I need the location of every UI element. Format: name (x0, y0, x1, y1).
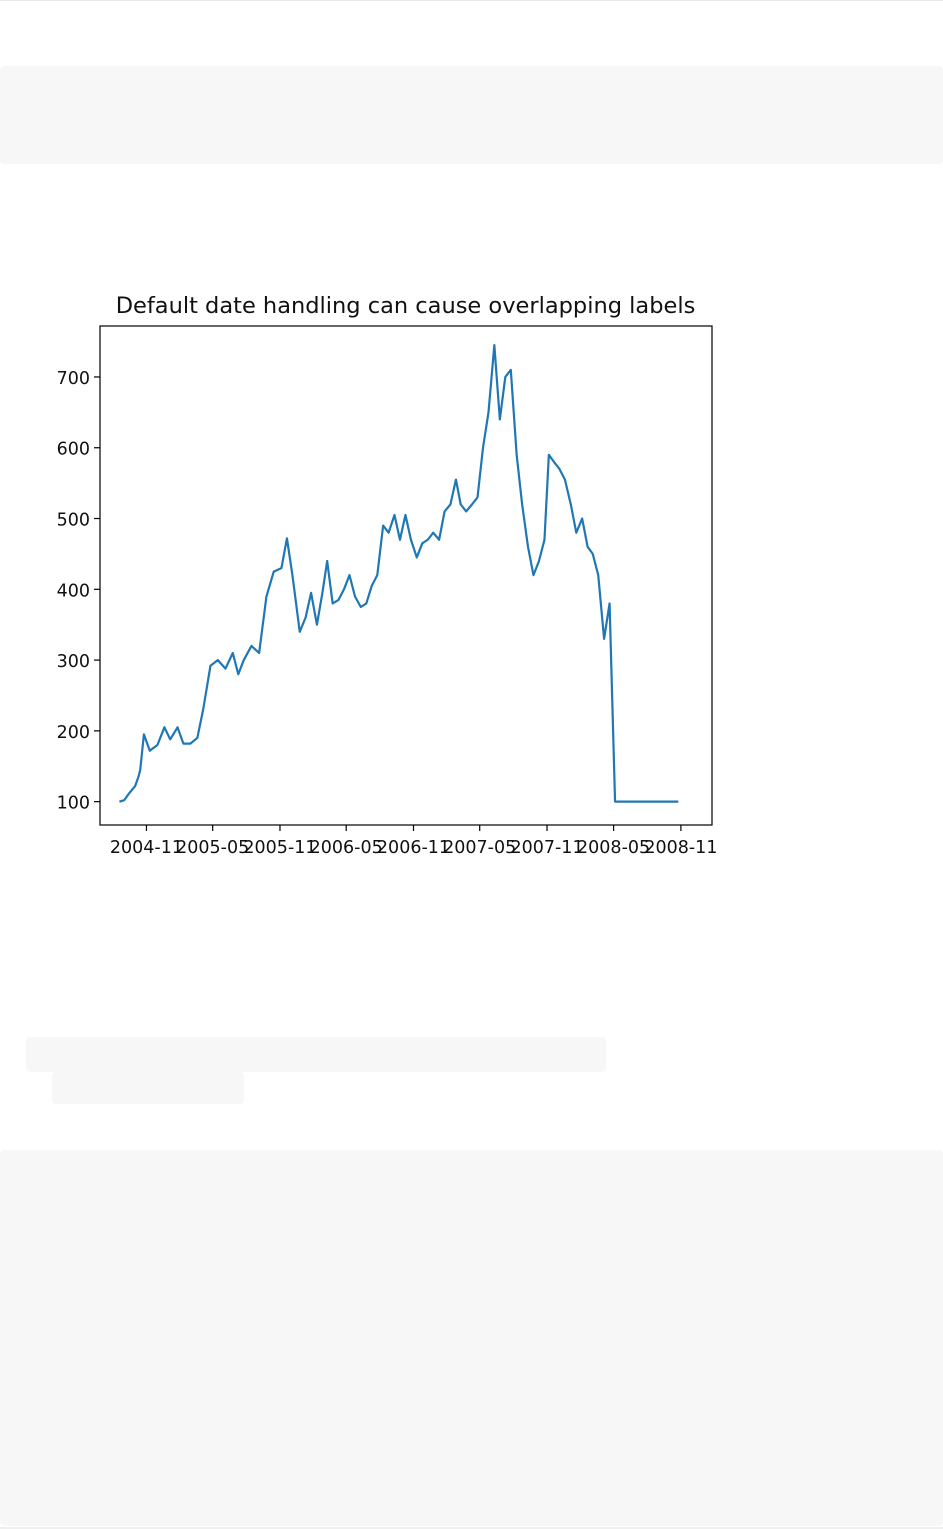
bottom-divider (0, 1527, 943, 1529)
x-tick-label: 2006-11 (377, 838, 450, 858)
line-chart: Default date handling can cause overlapp… (57, 293, 718, 858)
text-placeholder (52, 1072, 244, 1104)
x-axis: 2004-112005-052005-112006-052006-112007-… (110, 825, 717, 858)
series-group (119, 344, 679, 803)
y-tick-label: 300 (57, 652, 90, 672)
x-tick-label: 2005-11 (243, 838, 316, 858)
y-tick-label: 700 (57, 369, 90, 389)
series-line (119, 344, 679, 803)
chart-figure: Default date handling can cause overlapp… (0, 280, 760, 870)
y-tick-label: 400 (57, 581, 90, 601)
top-divider (0, 0, 943, 1)
y-axis: 100 200 300 400 500 600 700 (57, 369, 100, 814)
code-block-placeholder (0, 66, 943, 164)
plot-area (99, 325, 713, 826)
x-tick-label: 2004-11 (110, 838, 183, 858)
x-tick-label: 2008-11 (644, 838, 717, 858)
text-placeholder (26, 1037, 606, 1072)
x-tick-label: 2008-05 (577, 838, 650, 858)
chart-title: Default date handling can cause overlapp… (116, 293, 696, 319)
x-tick-label: 2006-05 (310, 838, 383, 858)
x-tick-label: 2007-05 (443, 838, 516, 858)
x-tick-label: 2007-11 (510, 838, 583, 858)
y-tick-label: 500 (57, 511, 90, 531)
code-block-placeholder (0, 1150, 943, 1526)
x-tick-label: 2005-05 (176, 838, 249, 858)
y-tick-label: 200 (57, 723, 90, 743)
y-tick-label: 100 (57, 794, 90, 814)
y-tick-label: 600 (57, 440, 90, 460)
